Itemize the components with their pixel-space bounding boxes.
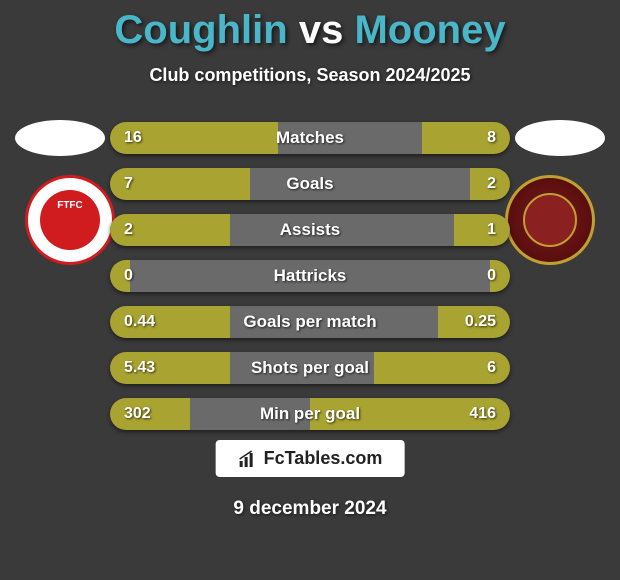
player1-placeholder-oval (15, 120, 105, 156)
stat-row: 5.43 6 Shots per goal (110, 352, 510, 384)
stat-label: Min per goal (260, 404, 360, 424)
fctables-text: FcTables.com (264, 448, 383, 469)
player2-placeholder-oval (515, 120, 605, 156)
stat-row: 302 416 Min per goal (110, 398, 510, 430)
stat-row: 16 8 Matches (110, 122, 510, 154)
stat-label: Hattricks (274, 266, 347, 286)
stat-value-right: 8 (487, 129, 496, 147)
stat-label: Shots per goal (251, 358, 369, 378)
accrington-crest-icon (505, 175, 595, 265)
season-subtitle: Club competitions, Season 2024/2025 (0, 65, 620, 86)
club-crest-right (505, 175, 595, 265)
player2-name: Mooney (354, 8, 505, 52)
stat-row: 2 1 Assists (110, 214, 510, 246)
fleetwood-crest-icon: FTFC (25, 175, 115, 265)
stat-value-right: 0.25 (465, 313, 496, 331)
stat-value-left: 2 (124, 221, 133, 239)
fctables-watermark[interactable]: FcTables.com (216, 440, 405, 477)
stat-value-right: 416 (469, 405, 496, 423)
stat-bar-right (454, 214, 510, 246)
stat-bar-right (422, 122, 510, 154)
stat-row: 7 2 Goals (110, 168, 510, 200)
stat-label: Matches (276, 128, 344, 148)
stat-value-left: 302 (124, 405, 151, 423)
stat-row: 0 0 Hattricks (110, 260, 510, 292)
fctables-logo-icon (238, 449, 258, 469)
stat-value-left: 5.43 (124, 359, 155, 377)
stat-value-left: 0.44 (124, 313, 155, 331)
stat-value-left: 7 (124, 175, 133, 193)
stat-value-right: 1 (487, 221, 496, 239)
club-crest-left: FTFC (25, 175, 115, 265)
vs-separator: vs (299, 8, 344, 52)
stat-label: Assists (280, 220, 340, 240)
player1-name: Coughlin (114, 8, 287, 52)
stat-label: Goals (286, 174, 333, 194)
stat-value-right: 0 (487, 267, 496, 285)
stat-value-right: 6 (487, 359, 496, 377)
stats-comparison-table: 16 8 Matches 7 2 Goals 2 1 Assists 0 0 Hattricks 0.4… (110, 122, 510, 444)
stat-value-left: 16 (124, 129, 142, 147)
crest-left-initials: FTFC (57, 200, 83, 211)
stat-label: Goals per match (243, 312, 376, 332)
stat-row: 0.44 0.25 Goals per match (110, 306, 510, 338)
comparison-title: Coughlin vs Mooney (0, 0, 620, 53)
date-text: 9 december 2024 (0, 498, 620, 520)
stat-value-left: 0 (124, 267, 133, 285)
stat-value-right: 2 (487, 175, 496, 193)
